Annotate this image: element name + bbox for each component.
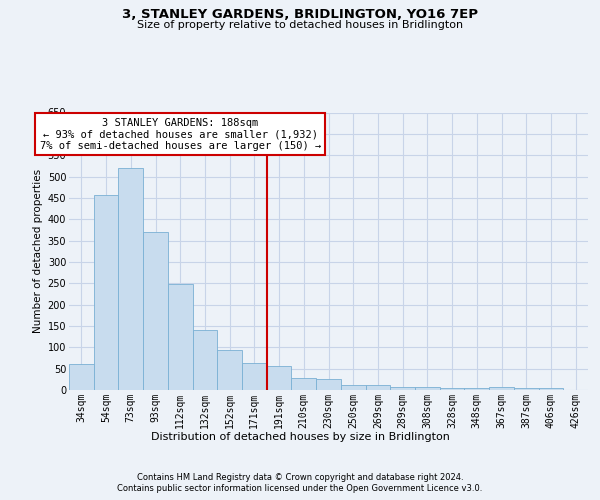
Bar [415, 386, 440, 390]
Bar [267, 366, 292, 390]
Bar [217, 350, 242, 390]
Text: Distribution of detached houses by size in Bridlington: Distribution of detached houses by size … [151, 432, 449, 442]
Text: Contains HM Land Registry data © Crown copyright and database right 2024.: Contains HM Land Registry data © Crown c… [137, 472, 463, 482]
Bar [390, 386, 415, 390]
Text: 3 STANLEY GARDENS: 188sqm
← 93% of detached houses are smaller (1,932)
7% of sem: 3 STANLEY GARDENS: 188sqm ← 93% of detac… [40, 118, 321, 151]
Bar [365, 385, 390, 390]
Bar [316, 379, 341, 390]
Bar [193, 330, 217, 390]
Text: Contains public sector information licensed under the Open Government Licence v3: Contains public sector information licen… [118, 484, 482, 493]
Bar [168, 284, 193, 390]
Bar [242, 363, 267, 390]
Bar [440, 388, 464, 390]
Bar [514, 388, 539, 390]
Text: 3, STANLEY GARDENS, BRIDLINGTON, YO16 7EP: 3, STANLEY GARDENS, BRIDLINGTON, YO16 7E… [122, 8, 478, 20]
Text: Size of property relative to detached houses in Bridlington: Size of property relative to detached ho… [137, 20, 463, 30]
Bar [464, 388, 489, 390]
Bar [341, 386, 365, 390]
Bar [292, 378, 316, 390]
Bar [69, 364, 94, 390]
Bar [94, 195, 118, 390]
Bar [489, 387, 514, 390]
Bar [118, 168, 143, 390]
Bar [143, 232, 168, 390]
Bar [539, 388, 563, 390]
Y-axis label: Number of detached properties: Number of detached properties [34, 169, 43, 334]
